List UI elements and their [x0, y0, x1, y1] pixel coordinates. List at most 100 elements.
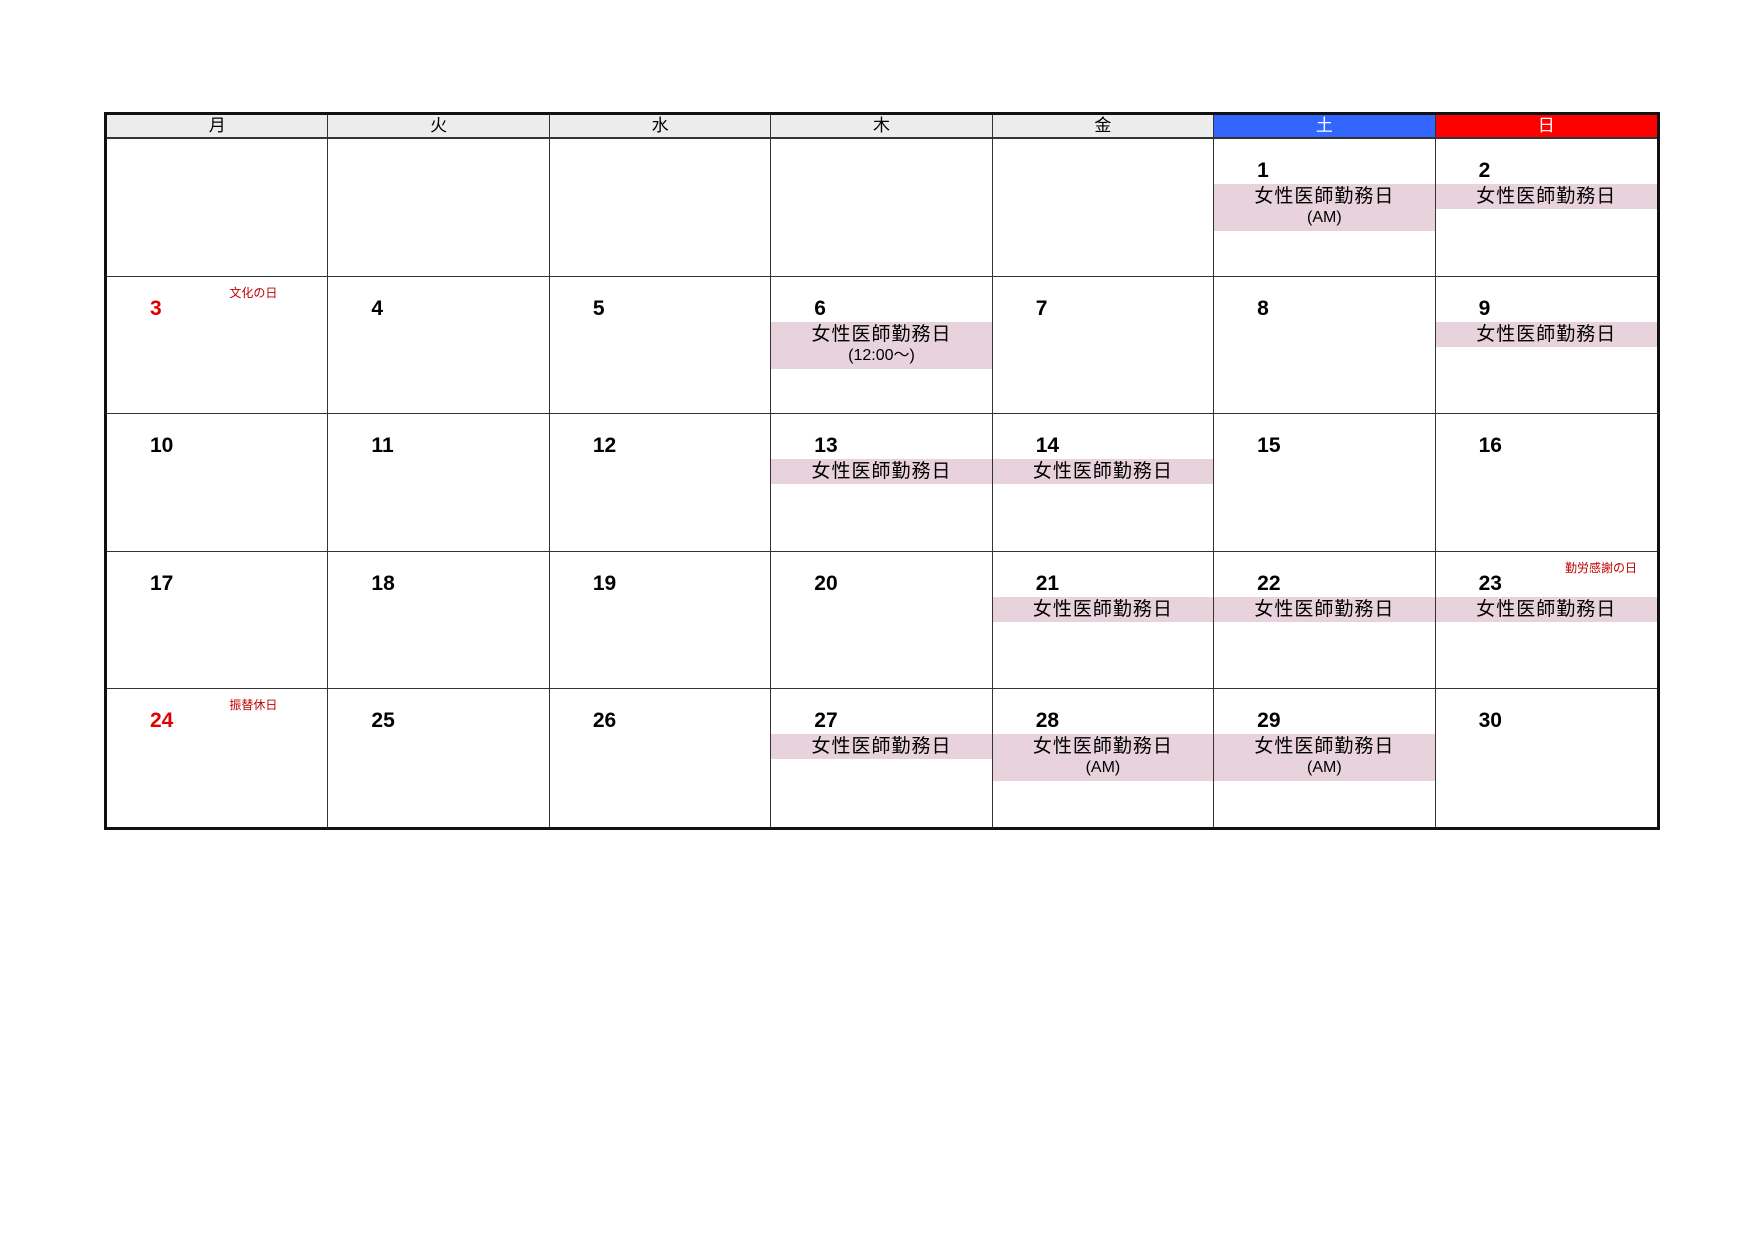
day-number: 26 [592, 709, 617, 733]
day-number: 6 [814, 296, 826, 320]
day-number: 25 [371, 709, 395, 733]
day-cell: 18 [328, 551, 550, 690]
day-cell [771, 139, 993, 277]
day-cell: 4 [328, 276, 550, 415]
day-cell: 21 女性医師勤務日 [992, 551, 1215, 690]
duty-note: (AM) [1307, 209, 1342, 226]
duty-note: (12:00～) [848, 346, 915, 364]
day-cell [107, 139, 329, 277]
weekday-header-tue: 火 [328, 115, 550, 139]
weekday-header-wed: 水 [549, 115, 772, 139]
day-cell: 25 [328, 689, 550, 827]
day-number: 30 [1478, 709, 1502, 733]
day-cell: 29 女性医師勤務日 (AM) [1214, 689, 1436, 827]
duty-label: 女性医師勤務日 [811, 460, 952, 483]
day-cell [992, 139, 1215, 277]
holiday-label: 文化の日 [229, 285, 278, 300]
day-cell: 7 [992, 276, 1215, 415]
day-cell: 19 [549, 551, 772, 690]
day-cell: 6 女性医師勤務日 (12:00～) [771, 276, 993, 415]
holiday-label: 勤労感謝の日 [1564, 560, 1637, 575]
day-cell: 8 [1214, 276, 1436, 415]
holiday-label: 振替休日 [229, 698, 278, 713]
day-number: 7 [1035, 296, 1048, 320]
day-cell: 5 [549, 276, 772, 415]
duty-label: 女性医師勤務日 [1032, 597, 1173, 620]
day-cell: 20 [771, 551, 993, 690]
day-cell: 3 文化の日 [107, 276, 329, 415]
day-cell: 11 [328, 414, 550, 552]
duty-band: 女性医師勤務日 (AM) [1214, 184, 1435, 231]
duty-note: (AM) [1307, 759, 1342, 777]
day-number: 5 [592, 296, 605, 320]
day-cell: 15 [1214, 414, 1436, 552]
weekday-header-sun: 日 [1435, 115, 1657, 139]
day-number: 4 [371, 296, 384, 320]
duty-label: 女性医師勤務日 [1032, 735, 1173, 758]
day-number: 27 [814, 709, 838, 733]
duty-band: 女性医師勤務日 [992, 459, 1214, 485]
weekday-header-sat: 土 [1214, 115, 1436, 139]
day-number: 9 [1478, 296, 1491, 320]
duty-label: 女性医師勤務日 [1032, 460, 1173, 483]
day-number: 17 [150, 571, 174, 595]
day-number: 20 [814, 571, 838, 595]
day-cell [549, 139, 772, 277]
day-cell: 9 女性医師勤務日 [1435, 277, 1657, 415]
duty-label: 女性医師勤務日 [1254, 597, 1395, 620]
duty-label: 女性医師勤務日 [1254, 185, 1395, 207]
day-number: 13 [814, 434, 838, 458]
duty-band: 女性医師勤務日 [771, 734, 992, 760]
day-cell: 28 女性医師勤務日 (AM) [992, 689, 1215, 827]
day-cell: 10 [107, 414, 329, 552]
day-cell: 30 [1436, 689, 1657, 827]
day-number: 12 [592, 434, 617, 458]
duty-note: (AM) [1085, 759, 1121, 777]
day-number: 2 [1478, 159, 1491, 182]
day-number: 11 [371, 434, 394, 458]
calendar-grid: 月火水木金土日 1 女性医師勤務日 (AM) 2 女性医師勤務日 3 文化の日 4 5 6 女性医師勤… [104, 112, 1660, 830]
day-number: 14 [1035, 434, 1060, 458]
day-number: 24 [150, 709, 174, 733]
day-number: 3 [150, 296, 162, 320]
day-number: 1 [1257, 159, 1269, 182]
duty-label: 女性医師勤務日 [1476, 597, 1617, 620]
duty-label: 女性医師勤務日 [1254, 735, 1395, 758]
duty-band: 女性医師勤務日 (AM) [1214, 734, 1435, 782]
day-cell [328, 139, 550, 277]
day-cell: 13 女性医師勤務日 [771, 414, 993, 552]
duty-band: 女性医師勤務日 (AM) [992, 734, 1214, 782]
weekday-header-fri: 金 [992, 115, 1215, 139]
day-cell: 22 女性医師勤務日 [1214, 551, 1436, 690]
duty-band: 女性医師勤務日 [1214, 596, 1435, 622]
day-number: 19 [592, 571, 617, 595]
day-number: 22 [1257, 571, 1281, 595]
day-cell: 26 [550, 689, 772, 827]
duty-band: 女性医師勤務日 [992, 596, 1214, 622]
duty-label: 女性医師勤務日 [811, 322, 952, 345]
day-number: 28 [1035, 709, 1060, 733]
weekday-header-mon: 月 [107, 115, 329, 139]
day-cell: 2 女性医師勤務日 [1435, 139, 1657, 277]
day-cell: 16 [1435, 414, 1657, 552]
day-number: 15 [1257, 434, 1281, 458]
duty-label: 女性医師勤務日 [1476, 322, 1617, 345]
duty-band: 女性医師勤務日 [1435, 596, 1657, 622]
duty-band: 女性医師勤務日 [771, 459, 992, 485]
day-cell: 27 女性医師勤務日 [771, 689, 993, 827]
day-number: 29 [1257, 709, 1281, 733]
day-cell: 17 [107, 551, 329, 690]
day-number: 16 [1478, 434, 1502, 458]
duty-band: 女性医師勤務日 (12:00～) [771, 321, 992, 369]
weekday-header-thu: 木 [771, 115, 993, 139]
day-number: 10 [150, 434, 174, 458]
duty-band: 女性医師勤務日 [1435, 184, 1657, 209]
duty-label: 女性医師勤務日 [811, 735, 952, 758]
day-cell: 1 女性医師勤務日 (AM) [1214, 139, 1436, 277]
day-number: 8 [1257, 296, 1269, 320]
day-cell: 12 [549, 414, 772, 552]
day-cell: 24 振替休日 [107, 689, 329, 827]
day-number: 18 [371, 571, 395, 595]
day-cell: 14 女性医師勤務日 [992, 414, 1215, 552]
duty-label: 女性医師勤務日 [1476, 185, 1617, 207]
